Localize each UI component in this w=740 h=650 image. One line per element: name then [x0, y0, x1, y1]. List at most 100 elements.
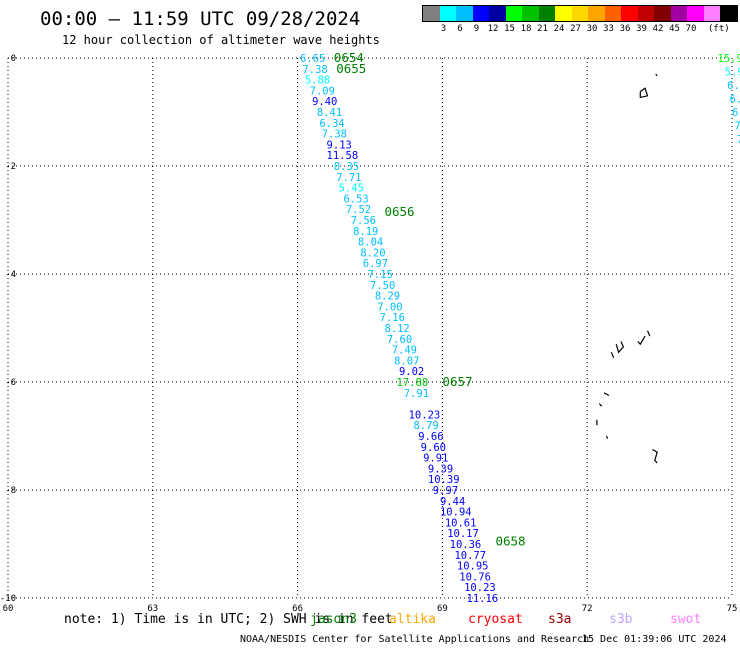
legend-swatch [522, 6, 539, 21]
legend-tick-label: 18 [520, 24, 532, 34]
legend-tick-label: 42 [652, 24, 664, 34]
x-tick-label: 75 [727, 604, 738, 612]
y-tick-label: -6 [5, 378, 16, 388]
legend-swatch [621, 6, 638, 21]
wave-height-value: 8.79 [413, 420, 438, 432]
legend-swatch [604, 6, 621, 21]
wave-height-value: 10.95 [457, 561, 489, 573]
x-tick-label: 60 [3, 604, 14, 612]
legend-swatch [571, 6, 588, 21]
wave-height-value: 9.39 [428, 463, 453, 475]
wave-height-value: 6.57 [727, 80, 740, 92]
footer-timestamp: 15 Dec 01:39:06 UTC 2024 [582, 634, 727, 645]
legend-swatch [720, 6, 737, 21]
wave-height-value: 15.92 [718, 53, 740, 65]
wave-height-value: 6.65 [300, 53, 325, 65]
wave-height-value: 17.88 [397, 377, 429, 389]
wave-height-value: 11.58 [327, 150, 359, 162]
wave-height-value: 7.56 [351, 215, 376, 227]
wave-height-value: 10.77 [454, 550, 486, 562]
x-tick-label: 69 [437, 604, 448, 612]
satellite-label: s3a [548, 612, 572, 627]
wave-height-value: 6.97 [363, 258, 388, 270]
footer-organization: NOAA/NESDIS Center for Satellite Applica… [240, 634, 590, 645]
island-outline [639, 87, 649, 99]
wave-height-value: 9.13 [327, 139, 352, 151]
island-outline [605, 435, 609, 439]
wave-height-value: 10.76 [459, 571, 491, 583]
y-tick-label: -10 [0, 594, 16, 604]
legend-tick-label: 24 [553, 24, 565, 34]
time-label: 0656 [384, 204, 414, 219]
wave-height-value: 9.02 [399, 366, 424, 378]
legend-tick-label: 12 [487, 24, 499, 34]
time-label: 0658 [495, 533, 525, 548]
legend-labels: 3 6 9 12 15 18 21 24 27 30 33 36 39 42 45 70 (ft) [422, 22, 738, 36]
wave-height-value: 9.40 [312, 96, 337, 108]
wave-height-value: 5.96 [725, 67, 740, 79]
time-label: 0657 [442, 374, 472, 389]
island-outline [598, 403, 603, 407]
wave-height-value: 7.60 [387, 334, 412, 346]
wave-height-value: 7.38 [322, 129, 347, 141]
island-outline [615, 341, 625, 354]
satellite-label: s3b [609, 612, 633, 627]
legend-swatch [654, 6, 671, 21]
wave-height-value: 10.36 [450, 539, 482, 551]
wave-height-value: 8.41 [317, 107, 342, 119]
island-outline [603, 392, 610, 397]
island-outline [637, 335, 646, 346]
legend-swatch [555, 6, 572, 21]
legend-tick-label: 39 [636, 24, 647, 34]
x-tick-label: 66 [292, 604, 303, 612]
wave-height-value: 9.44 [440, 496, 465, 508]
x-tick-label: 63 [147, 604, 158, 612]
legend-swatch [456, 6, 473, 21]
y-tick-label: -4 [5, 270, 16, 280]
wave-height-value: 8.04 [358, 237, 383, 249]
legend-swatch [423, 6, 440, 21]
legend-tick-label: 45 [669, 24, 680, 34]
satellite-label: jason3 [310, 612, 357, 627]
legend-swatch [472, 6, 489, 21]
wave-height-value: 7. [734, 121, 740, 133]
legend-swatch [637, 6, 654, 21]
satellite-label: swot [670, 612, 702, 627]
page-subtitle: 12 hour collection of altimeter wave hei… [62, 33, 380, 47]
wave-height-value: 9.97 [433, 485, 458, 497]
satellite-label: altika [389, 612, 436, 627]
wave-height-value: 10.61 [445, 517, 477, 529]
color-legend: 3 6 9 12 15 18 21 24 27 30 33 36 39 42 45 70 (ft) [422, 5, 738, 36]
legend-tick-label: 9 [473, 24, 480, 34]
wave-height-value: 7.52 [346, 204, 371, 216]
wave-height-value: 6.0 [732, 107, 740, 119]
legend-tick-label: 70 [685, 24, 697, 34]
island-outline [646, 330, 651, 337]
legend-swatch [670, 6, 687, 21]
legend-tick-label: 27 [570, 24, 581, 34]
legend-tick-label: 21 [537, 24, 548, 34]
y-tick-label: -2 [5, 162, 16, 172]
legend-tick-label: 15 [504, 24, 515, 34]
legend-tick-label: 33 [603, 24, 614, 34]
legend-swatch [538, 6, 555, 21]
wave-height-value: 8.19 [353, 226, 378, 238]
wave-height-value: 5.45 [339, 183, 364, 195]
wave-height-value: 8.35 [334, 161, 359, 173]
legend-swatch [505, 6, 522, 21]
wave-height-value: 7.50 [370, 280, 395, 292]
wave-height-value: 7.09 [310, 85, 335, 97]
wave-height-value: 9.91 [423, 453, 448, 465]
x-tick-label: 72 [582, 604, 593, 612]
wave-height-value: 8.12 [384, 323, 409, 335]
wave-height-value: 5.88 [305, 75, 330, 87]
legend-swatch [489, 6, 506, 21]
legend-tick-label: 6 [457, 24, 463, 34]
wave-height-value: 10.23 [409, 409, 441, 421]
wave-height-value: 7.00 [377, 301, 402, 313]
wave-height-value: 8.07 [394, 355, 419, 367]
island-outline [652, 448, 658, 464]
wave-height-value: 10.23 [464, 582, 496, 594]
legend-swatch [439, 6, 456, 21]
wave-height-value: 6.34 [319, 118, 344, 130]
